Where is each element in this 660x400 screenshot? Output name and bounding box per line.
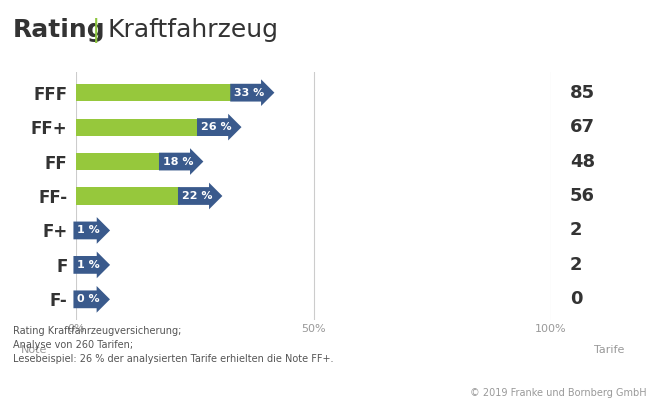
Text: 1 %: 1 % <box>77 226 100 236</box>
Bar <box>76 118 199 136</box>
Bar <box>76 84 233 101</box>
Text: 56: 56 <box>570 187 595 205</box>
Text: 0 %: 0 % <box>77 294 100 304</box>
Text: 33 %: 33 % <box>234 88 265 98</box>
Text: 2: 2 <box>570 222 583 240</box>
Text: 85: 85 <box>570 84 595 102</box>
Text: Note: Note <box>21 345 48 355</box>
Text: Tarife: Tarife <box>595 345 625 355</box>
Text: 18 %: 18 % <box>163 156 193 166</box>
Text: 26 %: 26 % <box>201 122 232 132</box>
Text: Kraftfahrzeug: Kraftfahrzeug <box>108 18 279 42</box>
Text: 48: 48 <box>570 152 595 170</box>
Text: 2: 2 <box>570 256 583 274</box>
Text: Rating Kraftfahrzeugversicherung;
Analyse von 260 Tarifen;
Lesebeispiel: 26 % de: Rating Kraftfahrzeugversicherung; Analys… <box>13 326 334 364</box>
Text: © 2019 Franke und Bornberg GmbH: © 2019 Franke und Bornberg GmbH <box>470 388 647 398</box>
Text: |: | <box>84 18 109 43</box>
Bar <box>76 264 78 266</box>
Bar <box>76 229 78 232</box>
Text: Rating: Rating <box>13 18 106 42</box>
Text: 67: 67 <box>570 118 595 136</box>
Text: 22 %: 22 % <box>182 191 213 201</box>
Text: 0: 0 <box>570 290 583 308</box>
Bar <box>76 153 162 170</box>
Bar <box>76 298 78 301</box>
Bar <box>76 187 180 205</box>
Text: 1 %: 1 % <box>77 260 100 270</box>
